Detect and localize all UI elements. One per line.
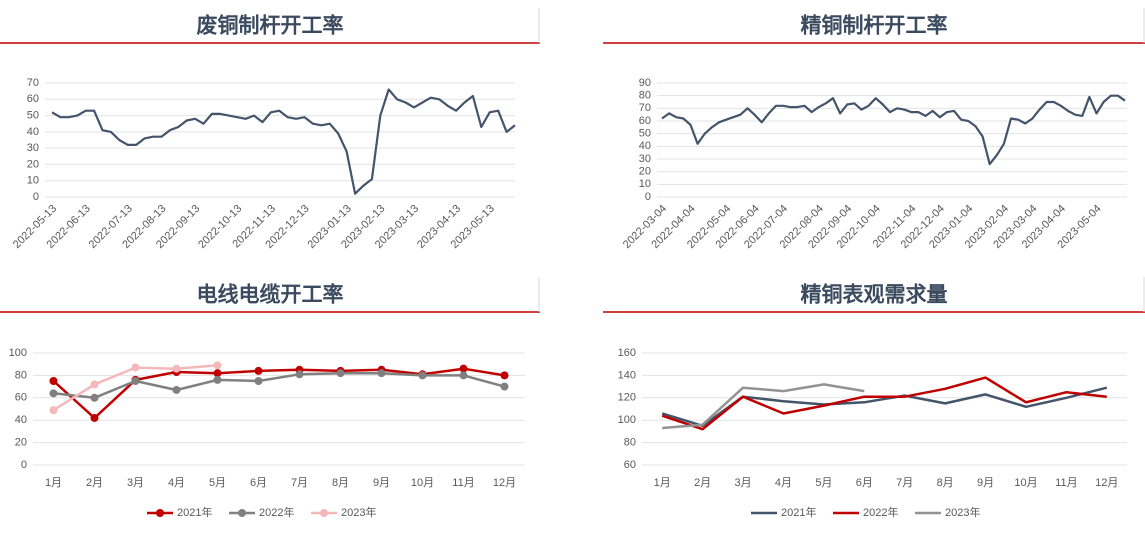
y-tick-label: 50 <box>27 109 39 121</box>
y-tick-label: 80 <box>639 90 651 102</box>
chart-title: 精铜表观需求量 <box>801 283 948 307</box>
y-tick-label: 70 <box>27 77 39 89</box>
x-tick-label: 2月 <box>694 477 711 489</box>
y-tick-label: 70 <box>639 102 651 114</box>
legend-label: 2022年 <box>259 505 294 519</box>
x-tick-label: 4月 <box>168 477 185 489</box>
y-tick-label: 20 <box>27 158 39 170</box>
series-line <box>661 376 1107 431</box>
y-tick-label: 60 <box>27 93 39 105</box>
y-tick-label: 40 <box>15 414 27 426</box>
x-tick-label: 3月 <box>734 477 751 489</box>
data-point <box>90 393 99 402</box>
y-tick-label: 160 <box>618 347 636 359</box>
data-point <box>90 380 99 389</box>
x-tick-label: 7月 <box>291 477 308 489</box>
data-point <box>500 382 509 391</box>
series-line <box>53 371 505 400</box>
legend-label: 2021年 <box>781 505 816 519</box>
y-tick-label: 30 <box>639 153 651 165</box>
legend-label: 2023年 <box>945 505 980 519</box>
x-tick-label: 6月 <box>856 477 873 489</box>
chart-title: 废铜制杆开工率 <box>197 14 344 38</box>
x-tick-label: 11月 <box>452 477 474 489</box>
data-point <box>295 370 304 379</box>
x-tick-label: 8月 <box>332 477 349 489</box>
data-point <box>213 375 222 384</box>
y-tick-label: 80 <box>624 437 636 449</box>
data-point <box>459 371 468 380</box>
x-tick-label: 4月 <box>775 477 792 489</box>
x-tick-label: 8月 <box>937 477 954 489</box>
x-tick-label: 5月 <box>209 477 226 489</box>
legend-marker <box>320 509 328 517</box>
y-tick-label: 0 <box>33 191 39 203</box>
y-tick-label: 40 <box>27 126 39 138</box>
data-point <box>500 371 509 380</box>
y-tick-label: 100 <box>9 347 27 359</box>
x-tick-label: 10月 <box>1014 477 1037 489</box>
series-line <box>662 383 865 430</box>
x-tick-label: 9月 <box>977 477 994 489</box>
data-point <box>254 366 263 375</box>
data-point <box>90 413 99 422</box>
x-tick-label: 9月 <box>373 477 390 489</box>
legend-label: 2023年 <box>341 505 376 519</box>
y-tick-label: 100 <box>618 414 636 426</box>
data-point <box>172 385 181 394</box>
legend-marker <box>156 509 164 517</box>
series-line <box>51 88 516 195</box>
y-tick-label: 30 <box>27 142 39 154</box>
y-tick-label: 0 <box>645 191 651 203</box>
y-tick-label: 40 <box>639 140 651 152</box>
y-tick-label: 60 <box>624 459 636 471</box>
series-line <box>52 367 505 420</box>
chart-title: 精铜制杆开工率 <box>801 14 948 38</box>
y-tick-label: 90 <box>639 77 651 89</box>
data-point <box>336 369 345 378</box>
data-point <box>213 369 222 378</box>
data-point <box>131 377 140 385</box>
data-point <box>377 369 386 378</box>
x-tick-label: 7月 <box>896 477 913 489</box>
x-tick-label: 12月 <box>493 477 516 489</box>
x-tick-label: 11月 <box>1055 477 1077 489</box>
x-tick-label: 3月 <box>127 477 144 489</box>
y-tick-label: 120 <box>618 392 636 404</box>
x-tick-label: 10月 <box>411 477 434 489</box>
x-tick-label: 12月 <box>1095 477 1118 489</box>
y-tick-label: 50 <box>639 128 651 140</box>
chart-title: 电线电缆开工率 <box>197 283 344 307</box>
x-tick-label: 1月 <box>654 477 671 489</box>
x-tick-label: 6月 <box>250 477 267 489</box>
data-point <box>459 364 468 373</box>
y-tick-label: 80 <box>15 369 27 381</box>
data-point <box>172 364 181 373</box>
y-tick-label: 0 <box>21 459 27 471</box>
data-point <box>254 377 263 385</box>
y-tick-label: 60 <box>15 392 27 404</box>
data-point <box>418 371 427 380</box>
x-tick-label: 2月 <box>86 477 103 489</box>
y-tick-label: 20 <box>639 166 651 178</box>
x-tick-label: 5月 <box>815 477 832 489</box>
legend-label: 2022年 <box>863 505 898 519</box>
data-point <box>49 406 58 415</box>
legend-label: 2021年 <box>177 505 212 519</box>
x-tick-label: 1月 <box>45 477 62 489</box>
data-point <box>213 361 222 370</box>
data-point <box>131 363 140 372</box>
legend-marker <box>238 509 246 517</box>
y-tick-label: 20 <box>15 437 27 449</box>
series-line <box>661 94 1126 166</box>
y-tick-label: 140 <box>618 369 636 381</box>
data-point <box>49 389 58 398</box>
y-tick-label: 10 <box>639 178 651 190</box>
y-tick-label: 60 <box>639 115 651 127</box>
y-tick-label: 10 <box>27 175 39 187</box>
data-point <box>49 377 58 385</box>
